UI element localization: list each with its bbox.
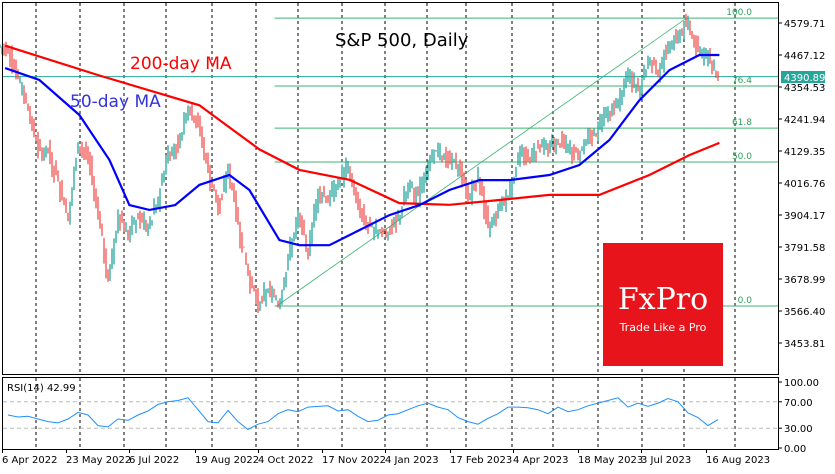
price-tick-label: 3904.17 bbox=[784, 211, 825, 222]
price-tick-label: 4129.35 bbox=[784, 147, 825, 158]
price-tick-label: 3678.99 bbox=[784, 275, 825, 286]
time-tick-label: 17 Nov 2022 bbox=[322, 455, 386, 466]
price-tick-label: 4354.53 bbox=[784, 83, 825, 94]
rsi-panel-frame bbox=[2, 377, 779, 450]
time-tick-label: 17 Feb 2023 bbox=[450, 455, 512, 466]
main-panel-frame bbox=[2, 2, 779, 375]
price-tick-label: 4241.94 bbox=[784, 115, 825, 126]
fib-level-label: 0.0 bbox=[738, 296, 753, 306]
time-tick-label: 19 Aug 2022 bbox=[195, 455, 259, 466]
time-tick-label: 6 Jul 2022 bbox=[129, 455, 179, 466]
svg-text:Trade Like a Pro: Trade Like a Pro bbox=[619, 321, 707, 334]
svg-text:4390.89: 4390.89 bbox=[784, 73, 825, 84]
ma50-label: 50-day MA bbox=[70, 92, 161, 112]
ma200-line bbox=[4, 44, 720, 206]
time-tick-label: 4 Apr 2023 bbox=[513, 455, 568, 466]
rsi-tick-label: 0.00 bbox=[784, 444, 806, 455]
chart-title: S&P 500, Daily bbox=[335, 30, 469, 51]
time-tick-label: 3 Jul 2023 bbox=[641, 455, 691, 466]
rsi-line bbox=[7, 397, 719, 431]
fib-level-label: 61.8 bbox=[732, 118, 752, 128]
ma50-line bbox=[4, 53, 720, 247]
price-tick-label: 3791.58 bbox=[784, 243, 825, 254]
fib-level-label: 76.4 bbox=[732, 76, 752, 86]
price-tick-label: 4016.76 bbox=[784, 179, 825, 190]
rsi-levels bbox=[3, 401, 778, 429]
ma200-label: 200-day MA bbox=[130, 54, 232, 74]
rsi-label: RSI(14) 42.99 bbox=[7, 383, 76, 394]
svg-text:FxPro: FxPro bbox=[618, 282, 708, 317]
fib-level-label: 100.0 bbox=[726, 8, 752, 18]
price-tick-label: 3453.81 bbox=[784, 339, 825, 350]
vertical-gridlines bbox=[35, 3, 736, 449]
current-price-label: 4390.89 bbox=[781, 71, 825, 84]
price-tick-label: 4467.12 bbox=[784, 51, 825, 62]
fxpro-logo: FxPro Trade Like a Pro bbox=[603, 243, 723, 366]
price-tick-label: 4579.71 bbox=[784, 19, 825, 30]
price-tick-label: 3566.40 bbox=[784, 307, 825, 318]
rsi-tick-label: 30.00 bbox=[784, 424, 813, 435]
rsi-tick-label: 100.00 bbox=[784, 378, 819, 389]
time-tick-label: 18 May 2023 bbox=[578, 455, 643, 466]
time-tick-label: 4 Oct 2022 bbox=[258, 455, 313, 466]
time-tick-label: 6 Apr 2022 bbox=[2, 455, 57, 466]
time-tick-label: 23 May 2022 bbox=[66, 455, 131, 466]
rsi-tick-label: 70.00 bbox=[784, 398, 813, 409]
fib-level-label: 50.0 bbox=[732, 152, 752, 162]
trend-channel-line bbox=[276, 17, 687, 307]
rsi-axis: 100.00 70.00 30.00 0.00 bbox=[778, 378, 819, 455]
time-tick-label: 16 Aug 2023 bbox=[706, 455, 770, 466]
time-tick-label: 4 Jan 2023 bbox=[385, 455, 439, 466]
price-axis: 4579.71 4467.12 4354.53 4241.94 4129.35 4016.… bbox=[778, 19, 825, 350]
